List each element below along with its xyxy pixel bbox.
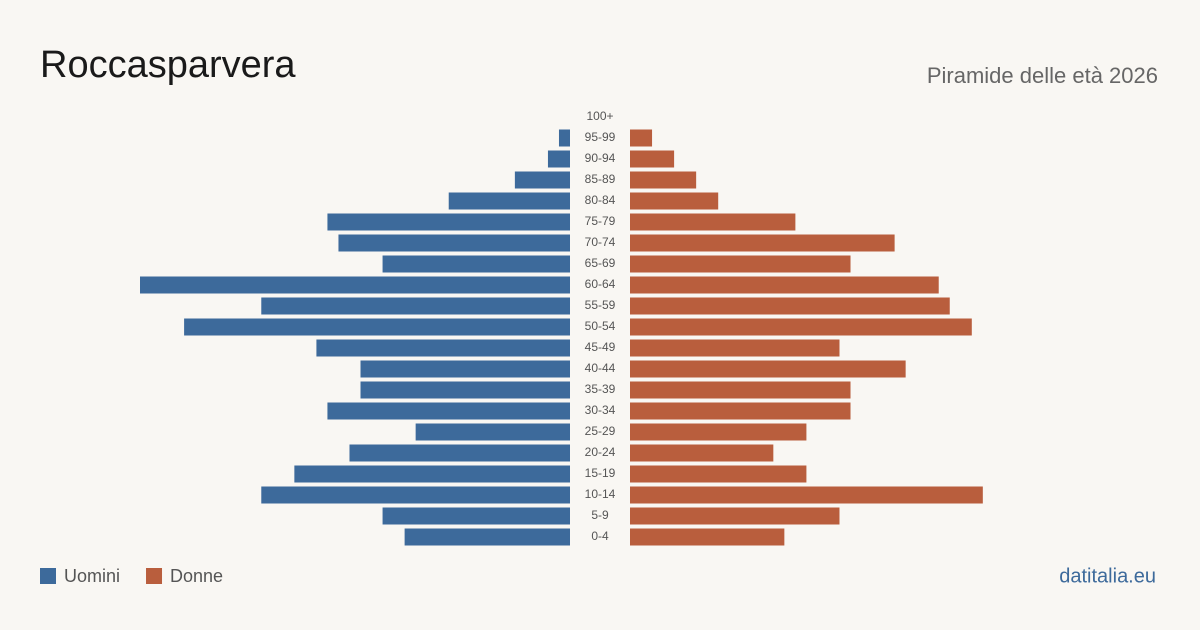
bar	[514, 171, 570, 189]
age-label: 80-84	[585, 193, 616, 207]
age-label: 60-64	[585, 277, 616, 291]
bar	[630, 234, 895, 252]
age-label: 75-79	[585, 214, 616, 228]
age-label: 50-54	[585, 319, 616, 333]
bar	[349, 444, 570, 462]
age-label: 55-59	[585, 298, 616, 312]
bar	[630, 213, 796, 231]
bar	[294, 465, 570, 483]
bar	[630, 507, 840, 525]
bar	[630, 192, 719, 210]
bar	[630, 444, 774, 462]
bar	[630, 528, 785, 546]
bar	[448, 192, 570, 210]
bar	[630, 402, 851, 420]
age-label: 30-34	[585, 403, 616, 417]
bar	[630, 255, 851, 273]
age-label: 35-39	[585, 382, 616, 396]
bar	[630, 423, 807, 441]
bar	[316, 339, 570, 357]
bar	[327, 213, 570, 231]
bar	[382, 255, 570, 273]
age-label: 45-49	[585, 340, 616, 354]
bar	[184, 318, 570, 336]
age-label: 95-99	[585, 130, 616, 144]
age-label: 40-44	[585, 361, 616, 375]
age-label: 15-19	[585, 466, 616, 480]
age-label: 65-69	[585, 256, 616, 270]
bar	[630, 486, 983, 504]
age-label: 90-94	[585, 151, 616, 165]
bar	[558, 129, 570, 147]
bar	[630, 150, 675, 168]
chart-title: Roccasparvera	[40, 44, 296, 86]
bar	[630, 129, 653, 147]
bar	[140, 276, 570, 294]
age-label: 5-9	[591, 508, 609, 522]
legend-swatch	[146, 568, 163, 584]
bar	[338, 234, 570, 252]
bar	[415, 423, 570, 441]
bar	[630, 339, 840, 357]
legend-label: Uomini	[64, 566, 120, 586]
source: datitalia.eu	[1059, 565, 1156, 587]
age-label: 20-24	[585, 445, 616, 459]
chart-subtitle: Piramide delle età 2026	[927, 63, 1158, 88]
bar	[261, 297, 570, 315]
bar	[630, 276, 939, 294]
age-label: 100+	[586, 109, 613, 123]
age-label: 85-89	[585, 172, 616, 186]
bar	[630, 381, 851, 399]
bar	[630, 465, 807, 483]
bar	[360, 381, 570, 399]
bar	[630, 297, 950, 315]
legend-swatch	[40, 568, 56, 584]
bar	[382, 507, 570, 525]
age-label: 10-14	[585, 487, 616, 501]
bar	[261, 486, 570, 504]
bar	[630, 318, 972, 336]
bar	[630, 171, 697, 189]
bar	[547, 150, 570, 168]
legend-label: Donne	[170, 566, 223, 586]
bar	[404, 528, 570, 546]
bar	[327, 402, 570, 420]
bar	[630, 360, 906, 378]
bar	[360, 360, 570, 378]
age-label: 70-74	[585, 235, 616, 249]
age-label: 25-29	[585, 424, 616, 438]
age-label: 0-4	[591, 529, 609, 543]
